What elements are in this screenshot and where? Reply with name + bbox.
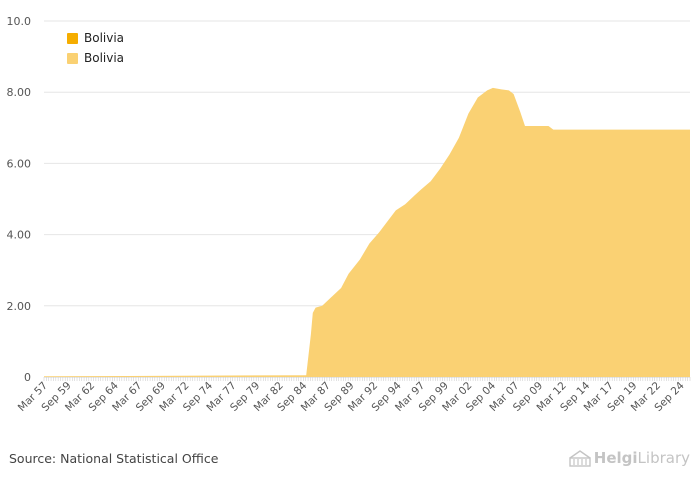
- legend: Bolivia Bolivia: [67, 28, 124, 68]
- y-tick-label: 4.00: [7, 229, 32, 242]
- area-bolivia: [44, 87, 690, 378]
- legend-swatch: [67, 52, 78, 64]
- brand-name-part1: Helgi: [593, 449, 638, 467]
- source-note: Source: National Statistical Office: [9, 451, 219, 466]
- y-tick-label: 8.00: [7, 86, 32, 99]
- area-series: [44, 87, 690, 378]
- legend-label: Bolivia: [84, 31, 125, 45]
- brand-name-part2: Library: [637, 449, 690, 467]
- legend-label: Bolivia: [84, 51, 125, 65]
- y-tick-label: 2.00: [7, 300, 32, 313]
- brand-logo[interactable]: Helgi Library: [569, 449, 690, 467]
- legend-swatch: [67, 32, 78, 44]
- legend-item[interactable]: Bolivia: [67, 28, 124, 48]
- y-tick-label: 0: [24, 371, 31, 384]
- y-tick-label: 10.0: [7, 15, 32, 28]
- legend-item[interactable]: Bolivia: [67, 48, 124, 68]
- y-axis: 0 2.00 4.00 6.00 8.00 10.0: [7, 15, 32, 384]
- building-icon: [569, 450, 591, 467]
- y-tick-label: 6.00: [7, 157, 32, 170]
